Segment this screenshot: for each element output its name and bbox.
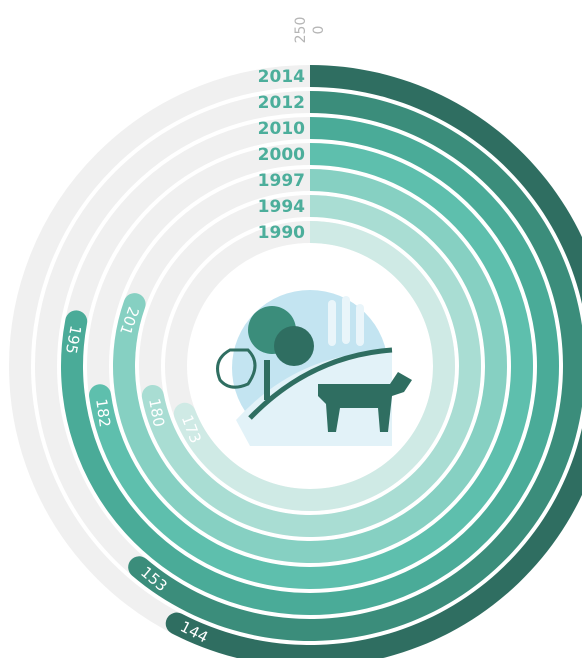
value-label: 201 — [116, 304, 143, 337]
category-label: 2014 — [258, 67, 305, 87]
icon-field — [236, 351, 392, 446]
category-label: 2000 — [258, 145, 305, 165]
icon-bush — [216, 348, 257, 389]
center-icon — [216, 290, 412, 446]
category-label: 1994 — [258, 197, 305, 217]
value-label: 180 — [145, 397, 168, 429]
category-label: 1997 — [258, 171, 305, 191]
icon-wheat — [328, 300, 336, 346]
category-label: 1990 — [258, 223, 305, 243]
icon-trunk — [264, 360, 270, 400]
icon-tree — [274, 326, 314, 366]
value-label: 173 — [178, 413, 205, 446]
category-label: 2010 — [258, 119, 305, 139]
value-label: 182 — [92, 398, 114, 429]
icon-wheat — [342, 296, 350, 344]
category-label: 2012 — [258, 93, 305, 113]
value-label: 195 — [62, 324, 85, 356]
tick-label: 250 — [293, 17, 309, 44]
bar — [128, 91, 582, 641]
icon-hill — [248, 347, 393, 420]
rings — [9, 65, 582, 658]
icon-wheat — [356, 304, 364, 346]
tick-label: 0 — [311, 26, 327, 35]
icon-cow — [318, 372, 412, 432]
